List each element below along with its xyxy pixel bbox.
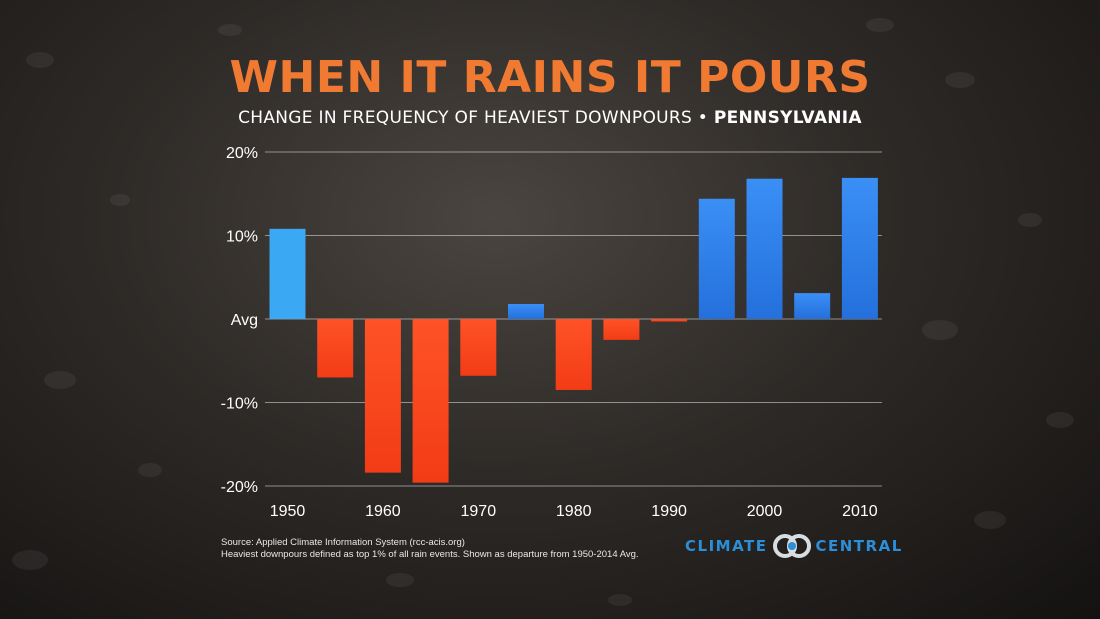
y-tick-label: Avg [231,312,258,329]
bar-1965 [412,319,449,483]
chart-title: WHEN IT RAINS IT POURS [229,52,871,103]
bar-2000 [746,178,783,319]
x-tick-label: 1960 [365,503,401,520]
x-tick-label: 2010 [842,503,878,520]
logo-word-right: CENTRAL [815,537,903,555]
x-tick-label: 1950 [270,503,306,520]
bar-1980 [555,319,592,390]
bar-1990 [651,319,688,322]
bar-1985 [603,319,640,340]
climate-central-logo-icon [772,534,811,558]
source-note: Source: Applied Climate Information Syst… [221,537,465,548]
bar-1995 [698,198,735,319]
bar-1975 [508,303,544,319]
bar-1950 [269,228,306,319]
subtitle-text: CHANGE IN FREQUENCY OF HEAVIEST DOWNPOUR… [238,108,714,128]
bar-1955 [317,319,354,378]
bar-2005 [794,293,831,319]
bar-1970 [460,319,497,376]
logo-word-left: CLIMATE [685,537,768,555]
bar-2010 [841,177,878,319]
subtitle-region: PENNSYLVANIA [713,108,862,128]
footer-note: Source: Applied Climate Information Syst… [221,537,639,561]
definition-note: Heaviest downpours defined as top 1% of … [221,549,639,560]
x-tick-label: 2000 [747,503,783,520]
x-tick-label: 1990 [651,503,687,520]
y-tick-label: 20% [226,145,258,162]
chart-subtitle: CHANGE IN FREQUENCY OF HEAVIEST DOWNPOUR… [0,108,1100,128]
climate-central-logo: CLIMATE CENTRAL [685,533,903,559]
x-tick-label: 1970 [461,503,497,520]
y-tick-label: -10% [221,396,258,413]
x-tick-label: 1980 [556,503,592,520]
y-tick-label: -20% [221,479,258,496]
y-tick-label: 10% [226,229,258,246]
bar-1960 [364,319,401,473]
